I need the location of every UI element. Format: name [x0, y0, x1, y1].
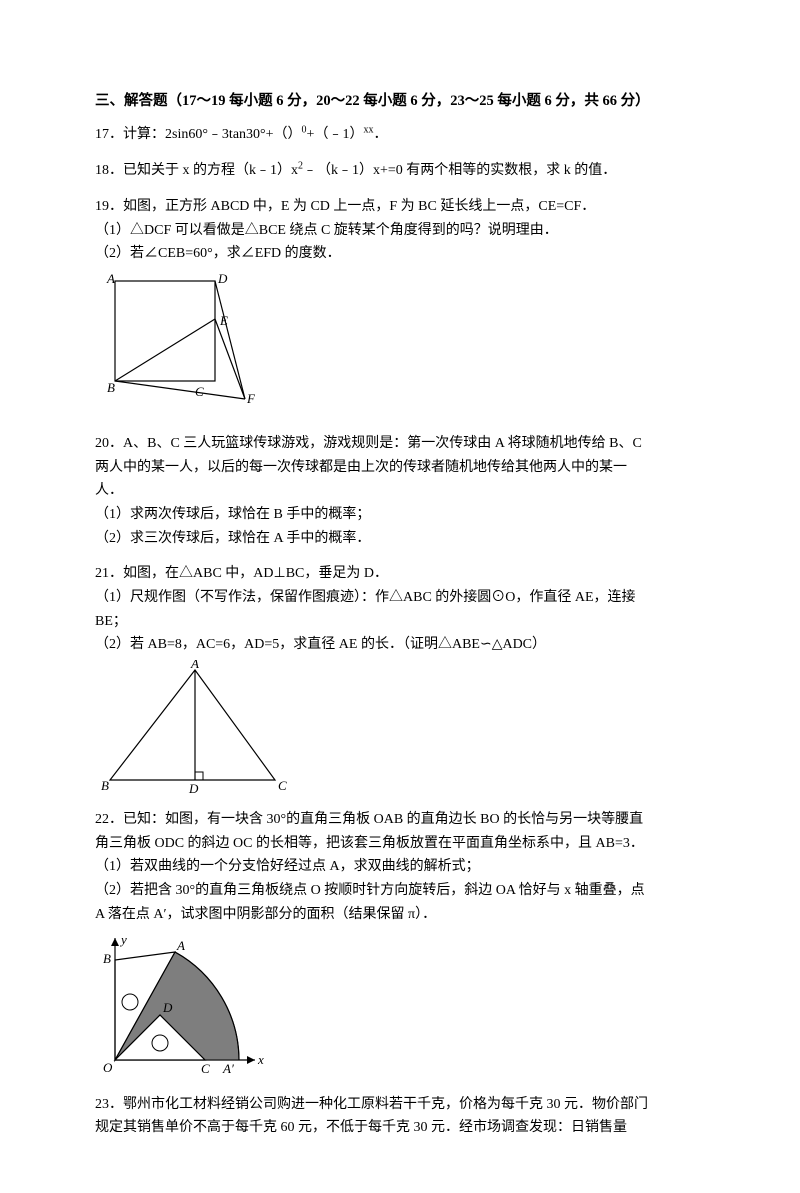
fig-label: E: [219, 313, 228, 328]
fig-label: A: [176, 938, 185, 953]
problem-text: 鄂州市化工材料经销公司购进一种化工原料若干千克，价格为每千克 30 元．物价部门: [123, 1097, 648, 1112]
figure-19: A D B C E F: [95, 269, 705, 419]
fig-label: B: [101, 778, 109, 793]
fig-label: y: [119, 932, 127, 947]
exam-page: 三、解答题（17～19 每小题 6 分，20～22 每小题 6 分，23～25 …: [0, 0, 800, 1193]
problem-text: （2）若∠CEB=60°，求∠EFD 的度数．: [95, 243, 705, 265]
fig-label: A: [106, 271, 115, 286]
fig-label: B: [103, 951, 111, 966]
problem-text: （2）求三次传球后，球恰在 A 手中的概率．: [95, 528, 705, 550]
fig-label: C: [278, 778, 287, 793]
problem-18: 18．已知关于 x 的方程（k﹣1）x2﹣（k﹣1）x+=0 有两个相等的实数根…: [95, 160, 705, 182]
problem-text: A、B、C 三人玩篮球传球游戏，游戏规则是：第一次传球由 A 将球随机地传给 B…: [123, 436, 642, 451]
fig-label: O: [103, 1060, 113, 1075]
problem-22: 22．已知：如图，有一块含 30°的直角三角板 OAB 的直角边长 BO 的长恰…: [95, 809, 705, 1079]
problem-text: 计算：2sin60°﹣3tan30°+（）: [123, 127, 302, 142]
problem-number: 22．: [95, 812, 123, 827]
problem-text: 角三角板 ODC 的斜边 OC 的长相等，把该套三角板放置在平面直角坐标系中，且…: [95, 833, 705, 855]
section-heading: 三、解答题（17～19 每小题 6 分，20～22 每小题 6 分，23～25 …: [95, 90, 705, 112]
fig-label: D: [217, 271, 228, 286]
problem-text: （1）尺规作图（不写作法，保留作图痕迹）：作△ABC 的外接圆⊙O，作直径 AE…: [95, 587, 705, 609]
problem-text: +（﹣1）: [307, 127, 364, 142]
problem-text: 人．: [95, 480, 705, 502]
problem-20: 20．A、B、C 三人玩篮球传球游戏，游戏规则是：第一次传球由 A 将球随机地传…: [95, 433, 705, 549]
problem-text: ﹣（k﹣1）x+=0 有两个相等的实数根，求 k 的值．: [303, 163, 616, 178]
fig-label: A: [190, 660, 199, 671]
problem-text: 已知关于 x 的方程（k﹣1）x: [123, 163, 298, 178]
problem-text: 如图，正方形 ABCD 中，E 为 CD 上一点，F 为 BC 延长线上一点，C…: [123, 199, 595, 214]
problem-text: 规定其销售单价不高于每千克 60 元，不低于每千克 30 元．经市场调查发现：日…: [95, 1117, 705, 1139]
problem-text: （2）若 AB=8，AC=6，AD=5，求直径 AE 的长．（证明△ABE∽△A…: [95, 634, 705, 656]
fig-label: C: [201, 1061, 210, 1076]
problem-text: 已知：如图，有一块含 30°的直角三角板 OAB 的直角边长 BO 的长恰与另一…: [123, 812, 643, 827]
problem-number: 19．: [95, 199, 123, 214]
problem-text: 两人中的某一人，以后的每一次传球都是由上次的传球者随机地传给其他两人中的某一: [95, 457, 705, 479]
problem-number: 18．: [95, 163, 123, 178]
figure-22: y x O B A D C A′: [95, 930, 705, 1080]
fig-label: C: [195, 384, 204, 399]
problem-text: （2）若把含 30°的直角三角板绕点 O 按顺时针方向旋转后，斜边 OA 恰好与…: [95, 880, 705, 902]
problem-text: （1）求两次传球后，球恰在 B 手中的概率；: [95, 504, 705, 526]
problem-number: 20．: [95, 436, 123, 451]
fig-label: F: [246, 391, 256, 406]
problem-text: ．: [373, 127, 387, 142]
problem-19: 19．如图，正方形 ABCD 中，E 为 CD 上一点，F 为 BC 延长线上一…: [95, 196, 705, 419]
fig-label: B: [107, 380, 115, 395]
problem-number: 23．: [95, 1097, 123, 1112]
problem-text: （1）△DCF 可以看做是△BCE 绕点 C 旋转某个角度得到的吗？说明理由．: [95, 220, 705, 242]
problem-text: （1）若双曲线的一个分支恰好经过点 A，求双曲线的解析式；: [95, 856, 705, 878]
fig-label: A′: [222, 1061, 234, 1076]
problem-17: 17．计算：2sin60°﹣3tan30°+（）0+（﹣1）xx．: [95, 124, 705, 146]
fig-label: D: [162, 1000, 173, 1015]
problem-23: 23．鄂州市化工材料经销公司购进一种化工原料若干千克，价格为每千克 30 元．物…: [95, 1094, 705, 1139]
problem-text: A 落在点 A′，试求图中阴影部分的面积（结果保留 π）．: [95, 904, 705, 926]
problem-21: 21．如图，在△ABC 中，AD⊥BC，垂足为 D． （1）尺规作图（不写作法，…: [95, 563, 705, 795]
sup: xx: [363, 125, 373, 136]
problem-text: BE；: [95, 611, 705, 633]
problem-number: 21．: [95, 566, 123, 581]
problem-text: 如图，在△ABC 中，AD⊥BC，垂足为 D．: [123, 566, 388, 581]
figure-21: A B C D: [95, 660, 705, 795]
fig-label: D: [188, 781, 199, 795]
fig-label: x: [257, 1052, 264, 1067]
problem-number: 17．: [95, 127, 123, 142]
